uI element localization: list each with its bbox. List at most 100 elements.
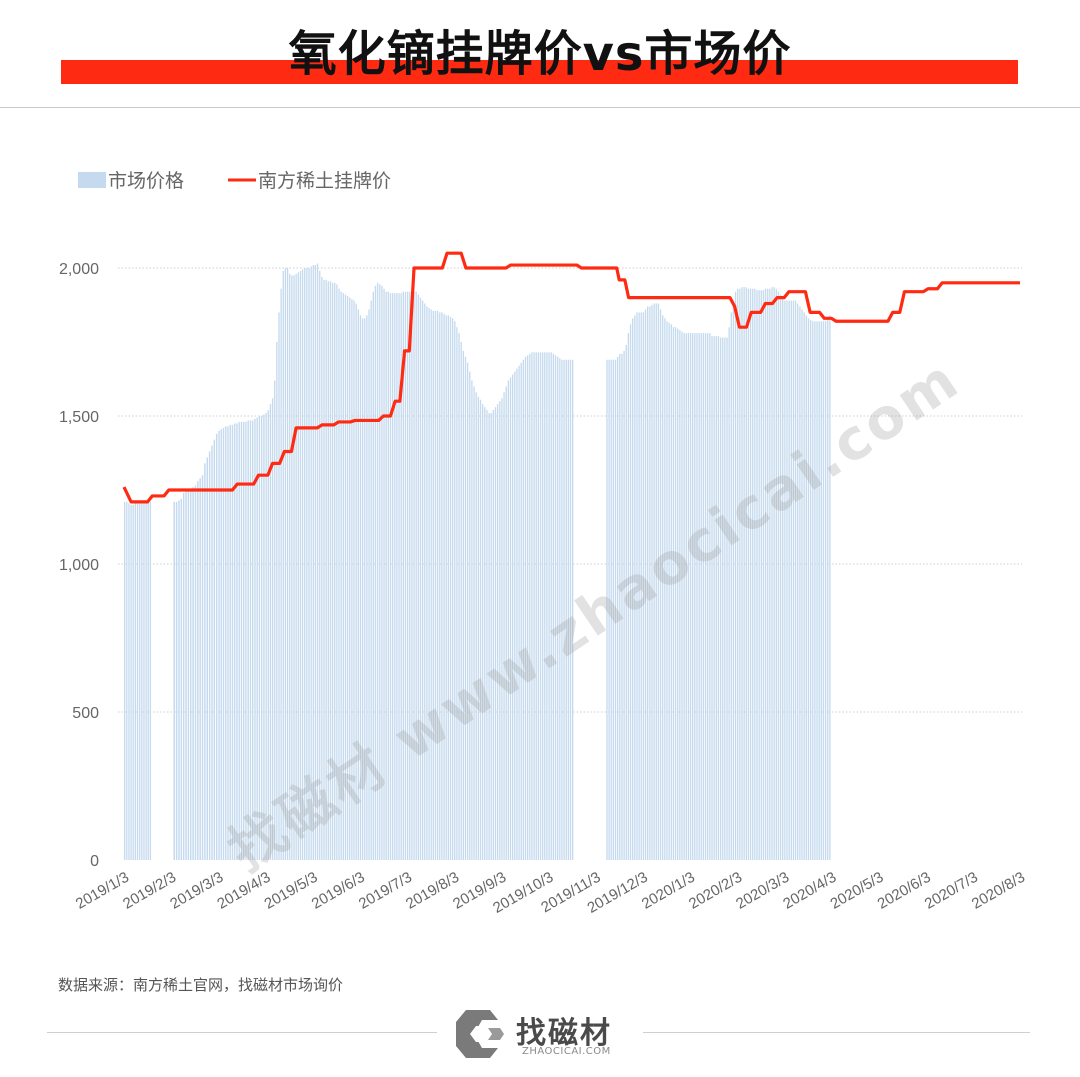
market-price-bar <box>145 501 147 860</box>
market-price-bar <box>400 293 402 860</box>
market-price-bar <box>278 312 280 860</box>
market-price-bar <box>792 300 795 860</box>
market-price-bar <box>396 293 398 860</box>
market-price-bar <box>299 270 302 861</box>
market-price-bar <box>827 316 829 861</box>
market-price-bar <box>327 281 329 860</box>
market-price-bar <box>524 356 527 860</box>
market-price-bar <box>606 359 608 860</box>
market-price-bar <box>280 288 282 861</box>
market-price-bar <box>494 407 497 860</box>
market-price-bar <box>812 321 814 860</box>
market-price-bar <box>349 297 351 861</box>
brand-logo-domain: ZHAOCICAI.COM <box>522 1046 611 1057</box>
market-price-bar <box>632 318 634 860</box>
market-price-bar <box>756 290 758 860</box>
market-price-bar <box>685 333 687 860</box>
x-tick-label: 2019/6/3 <box>309 869 368 913</box>
market-price-bar <box>439 312 441 860</box>
market-price-bar <box>805 315 807 860</box>
market-price-bar <box>784 300 786 860</box>
market-price-bar <box>617 356 619 860</box>
market-price-bar <box>486 410 488 860</box>
market-price-bar <box>764 288 767 861</box>
market-price-bar <box>338 288 340 861</box>
market-price-bar <box>445 315 447 860</box>
market-price-bar <box>816 321 818 860</box>
market-price-bar <box>649 306 651 861</box>
market-price-bar <box>449 316 452 861</box>
market-price-bar <box>535 352 537 860</box>
market-price-bar <box>642 312 645 860</box>
market-price-bar <box>636 312 638 860</box>
market-price-bar <box>507 380 510 860</box>
market-price-bar <box>782 297 784 861</box>
market-price-bar <box>692 333 694 860</box>
market-price-bar <box>496 404 499 860</box>
x-tick-label: 2020/1/3 <box>639 869 698 913</box>
market-price-bar <box>190 488 192 860</box>
market-price-bar <box>211 445 213 860</box>
market-price-bar <box>687 333 690 860</box>
market-price-bar <box>314 265 317 860</box>
y-tick-label: 1,000 <box>59 557 99 574</box>
market-price-bar <box>301 269 304 861</box>
market-price-bar <box>434 310 437 860</box>
market-price-bar <box>818 321 820 860</box>
market-price-bar <box>672 327 675 860</box>
market-price-bar <box>428 307 430 861</box>
market-price-bar <box>231 424 234 860</box>
market-price-bar <box>402 291 404 860</box>
market-price-bar <box>681 331 683 860</box>
market-price-bar <box>546 352 548 860</box>
market-price-bar <box>293 275 295 860</box>
market-price-bar <box>726 337 728 860</box>
market-price-bar <box>383 288 385 861</box>
market-price-bar <box>752 288 754 861</box>
market-price-bar <box>304 268 306 860</box>
market-price-bar <box>640 312 642 860</box>
market-price-bar <box>331 282 334 860</box>
market-price-bar <box>709 333 711 860</box>
market-price-bar <box>734 291 737 860</box>
market-price-bar <box>126 501 128 860</box>
brand-logo-name: 找磁材 <box>516 1016 612 1051</box>
market-price-bar <box>344 294 347 860</box>
market-price-bar <box>526 355 529 860</box>
market-price-bar <box>454 321 456 860</box>
market-price-bar <box>194 485 197 860</box>
market-price-bar <box>432 310 434 860</box>
market-price-bar <box>460 342 462 860</box>
market-price-bar <box>773 287 775 860</box>
market-price-bar <box>794 300 797 860</box>
market-price-bar <box>329 281 332 860</box>
market-price-bar <box>464 356 467 860</box>
market-price-bar <box>238 421 240 860</box>
y-tick-label: 1,500 <box>59 409 99 426</box>
x-tick-label: 2019/3/3 <box>167 869 226 913</box>
market-price-bar <box>351 299 353 861</box>
market-price-bar <box>550 352 552 860</box>
market-price-bar <box>644 309 647 860</box>
market-price-bar <box>147 501 149 860</box>
market-price-bar <box>182 492 185 860</box>
market-price-bar <box>297 272 299 860</box>
market-price-bar <box>698 333 700 860</box>
market-price-bar <box>143 501 145 860</box>
market-price-bar <box>271 398 274 860</box>
market-price-bar <box>689 333 692 860</box>
market-price-bar <box>220 429 222 860</box>
brand-logo: 找磁材 ZHAOCICAI.COM <box>452 1006 642 1062</box>
market-price-bar <box>775 288 777 861</box>
market-price-bar <box>462 350 465 860</box>
footer-rule-left <box>47 1032 437 1033</box>
market-price-bar <box>754 288 756 861</box>
market-price-bar <box>713 336 715 861</box>
market-price-bar <box>651 305 653 860</box>
market-price-bar <box>355 303 357 860</box>
market-price-bar <box>797 303 799 860</box>
market-price-bar <box>243 421 245 860</box>
market-price-bar <box>426 306 428 861</box>
market-price-bar <box>406 291 409 860</box>
market-price-bar <box>771 287 773 860</box>
